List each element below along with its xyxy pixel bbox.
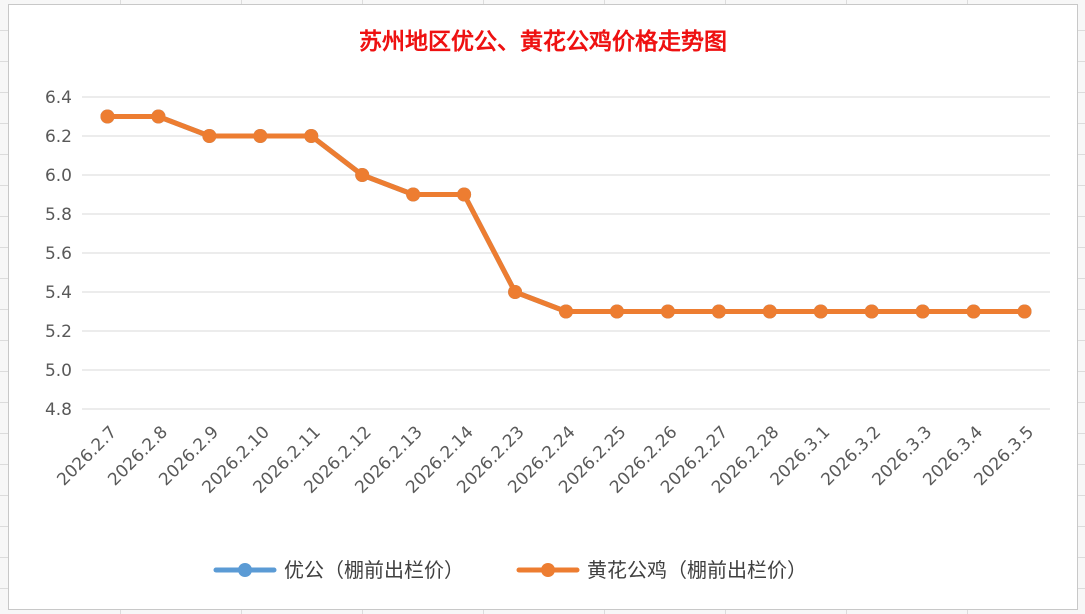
data-point <box>100 109 115 124</box>
y-tick-label: 5.0 <box>45 361 72 381</box>
data-point <box>864 304 879 319</box>
series-1 <box>100 109 1032 319</box>
legend: 优公（棚前出栏价） 黄花公鸡（棚前出栏价） <box>213 558 807 582</box>
y-tick-label: 6.2 <box>45 127 72 147</box>
y-tick-label: 5.8 <box>45 205 72 225</box>
data-point <box>915 304 930 319</box>
y-tick-label: 4.8 <box>45 400 72 420</box>
data-point <box>609 304 624 319</box>
data-point <box>1017 304 1032 319</box>
chart-title: 苏州地区优公、黄花公鸡价格走势图 <box>359 28 727 55</box>
y-tick-label: 5.4 <box>45 283 72 303</box>
gridlines <box>82 96 1050 410</box>
x-axis-ticks: 2026.2.72026.2.82026.2.92026.2.102026.2.… <box>53 422 1038 497</box>
y-tick-label: 6.0 <box>45 166 72 186</box>
legend-swatch-marker <box>238 563 252 577</box>
data-point <box>813 304 828 319</box>
chart-frame[interactable]: 苏州地区优公、黄花公鸡价格走势图 4.8 5.0 5.2 5.4 5.6 5.8 6.0 6.… <box>8 4 1078 610</box>
data-point <box>711 304 726 319</box>
legend-label: 优公（棚前出栏价） <box>284 558 464 582</box>
y-axis-ticks: 4.8 5.0 5.2 5.4 5.6 5.8 6.0 6.2 6.4 <box>45 88 72 420</box>
legend-item[interactable]: 优公（棚前出栏价） <box>213 558 464 582</box>
price-trend-chart: 苏州地区优公、黄花公鸡价格走势图 4.8 5.0 5.2 5.4 5.6 5.8 6.0 6.… <box>45 28 1050 582</box>
data-point <box>304 129 319 143</box>
series-layer <box>100 109 1032 319</box>
data-point <box>762 304 777 319</box>
y-tick-label: 5.6 <box>45 244 72 264</box>
y-tick-label: 6.4 <box>45 88 72 108</box>
data-point <box>508 285 523 299</box>
data-point <box>406 187 421 202</box>
legend-item[interactable]: 黄花公鸡（棚前出栏价） <box>516 558 807 582</box>
data-point <box>202 129 217 143</box>
legend-swatch-marker <box>541 563 555 577</box>
data-point <box>151 109 166 124</box>
data-point <box>457 187 472 202</box>
legend-label: 黄花公鸡（棚前出栏价） <box>587 558 807 582</box>
data-point <box>253 129 268 143</box>
data-point <box>966 304 981 319</box>
data-point <box>559 304 573 319</box>
data-point <box>355 168 370 182</box>
y-tick-label: 5.2 <box>45 322 72 342</box>
data-point <box>660 304 675 319</box>
